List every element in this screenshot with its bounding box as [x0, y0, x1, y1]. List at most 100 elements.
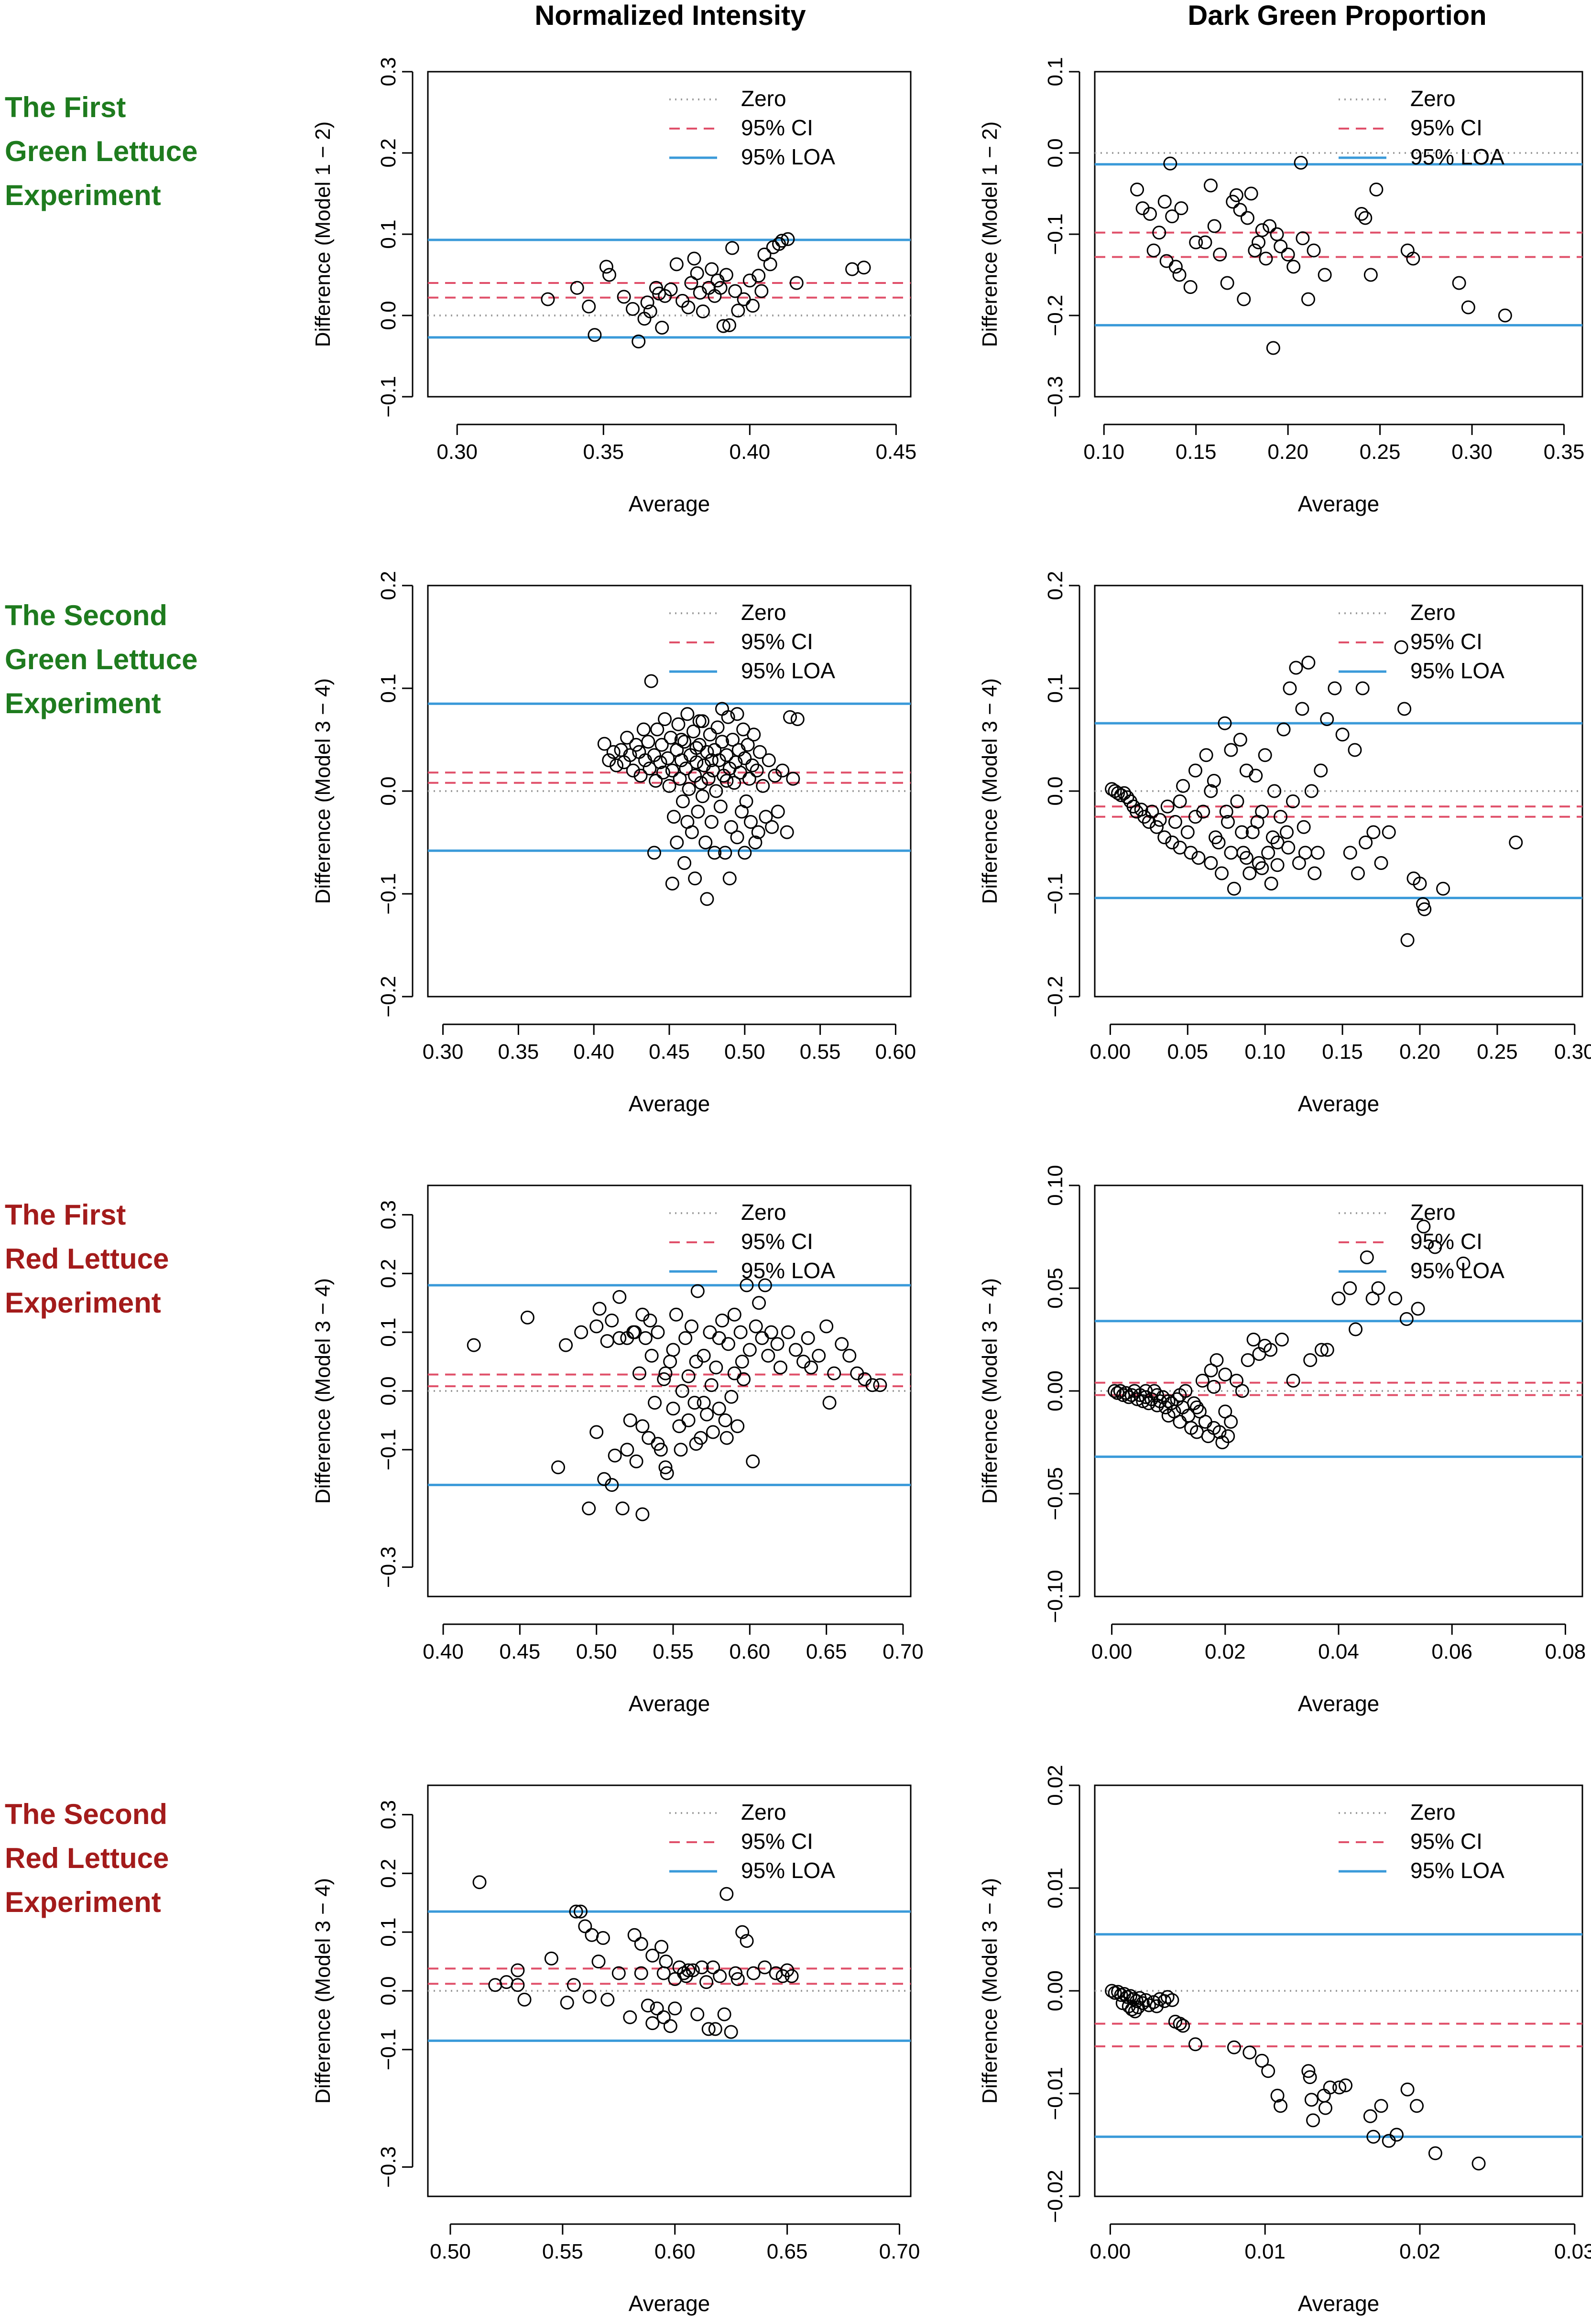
- y-tick-label: −0.1: [377, 873, 400, 915]
- data-point: [755, 1331, 769, 1345]
- data-point: [615, 1501, 630, 1516]
- data-point: [704, 815, 719, 829]
- data-point: [1281, 840, 1296, 855]
- y-axis-label: Difference (Model 3 − 4): [311, 678, 335, 904]
- data-point: [718, 846, 732, 860]
- data-point: [747, 728, 761, 742]
- data-point: [628, 1325, 642, 1339]
- data-point: [689, 1437, 703, 1451]
- data-point: [1242, 866, 1257, 880]
- data-point: [1207, 1379, 1221, 1394]
- x-tick-label: 0.02: [1399, 2240, 1440, 2263]
- data-point: [703, 728, 717, 742]
- data-point: [651, 1325, 665, 1339]
- data-point: [700, 892, 714, 906]
- data-point: [1239, 763, 1253, 778]
- data-point: [1471, 2156, 1486, 2171]
- data-point: [1248, 243, 1262, 258]
- data-point: [1146, 243, 1161, 258]
- y-tick-label: −0.1: [377, 376, 400, 418]
- legend-label: Zero: [741, 86, 786, 111]
- data-point: [1296, 231, 1310, 245]
- data-point: [750, 763, 764, 778]
- row-label: Experiment: [5, 1886, 161, 1918]
- data-point: [1354, 207, 1369, 221]
- y-tick-label: 0.2: [377, 1859, 400, 1888]
- y-tick-label: −0.01: [1044, 2067, 1067, 2120]
- data-point: [1304, 784, 1319, 798]
- data-point: [1163, 156, 1177, 171]
- x-tick-label: 0.45: [500, 1640, 541, 1663]
- data-point: [1173, 794, 1187, 808]
- x-axis-label: Average: [629, 1691, 710, 1716]
- data-point: [1188, 763, 1202, 778]
- data-point: [656, 765, 670, 780]
- data-point: [1230, 794, 1244, 808]
- x-tick-label: 0.30: [436, 440, 478, 464]
- y-tick-label: −0.1: [1044, 214, 1067, 255]
- data-point: [1207, 774, 1221, 788]
- data-point: [1172, 268, 1187, 282]
- data-point: [738, 751, 752, 765]
- data-point: [640, 295, 654, 310]
- data-point: [644, 1348, 659, 1363]
- data-point: [1180, 825, 1195, 839]
- data-point: [689, 755, 704, 770]
- data-point: [635, 1507, 650, 1521]
- data-point: [620, 1443, 634, 1457]
- y-tick-label: 0.01: [1044, 1868, 1067, 1909]
- y-tick-label: 0.1: [377, 219, 400, 249]
- data-point: [1134, 803, 1148, 817]
- data-point: [692, 738, 707, 752]
- data-point: [591, 1955, 606, 1969]
- data-point: [1295, 702, 1309, 716]
- data-point: [857, 261, 871, 275]
- data-point: [665, 763, 679, 778]
- data-point: [1196, 804, 1210, 819]
- data-point: [715, 1314, 730, 1328]
- data-point: [610, 758, 624, 772]
- data-point: [715, 735, 729, 749]
- data-point: [690, 1284, 705, 1298]
- data-point: [1209, 830, 1223, 845]
- data-point: [842, 1348, 857, 1363]
- data-point: [1250, 815, 1264, 829]
- data-point: [1355, 681, 1370, 695]
- data-point: [704, 753, 719, 767]
- data-point: [724, 820, 738, 834]
- data-point: [1119, 1386, 1133, 1400]
- data-point: [742, 1343, 757, 1357]
- data-point: [763, 257, 777, 271]
- data-point: [768, 769, 782, 783]
- data-point: [743, 815, 758, 829]
- x-tick-label: 0.03: [1554, 2240, 1591, 2263]
- data-point: [620, 730, 634, 745]
- data-point: [650, 722, 665, 737]
- data-point: [693, 285, 707, 300]
- data-point: [689, 1355, 703, 1369]
- data-point: [1152, 226, 1166, 240]
- data-point: [1157, 195, 1172, 209]
- data-point: [1332, 2080, 1347, 2095]
- data-point: [678, 1331, 693, 1345]
- data-point: [1173, 1388, 1187, 1402]
- data-point: [1267, 784, 1282, 798]
- data-point: [1204, 1363, 1218, 1378]
- data-point: [726, 733, 740, 747]
- data-point: [645, 2016, 660, 2031]
- data-point: [709, 784, 723, 798]
- data-point: [1317, 2088, 1331, 2103]
- y-tick-label: 0.1: [377, 673, 400, 703]
- data-point: [658, 1460, 673, 1475]
- data-point: [1261, 2064, 1275, 2078]
- data-point: [1320, 1343, 1334, 1357]
- data-point: [731, 304, 745, 318]
- y-tick-label: 0.0: [377, 776, 400, 805]
- data-point: [629, 738, 643, 752]
- y-tick-label: −0.1: [1044, 873, 1067, 915]
- data-point: [731, 743, 746, 757]
- data-point: [727, 1307, 741, 1322]
- data-point: [1157, 830, 1172, 845]
- data-point: [1406, 251, 1420, 266]
- data-point: [1252, 235, 1266, 250]
